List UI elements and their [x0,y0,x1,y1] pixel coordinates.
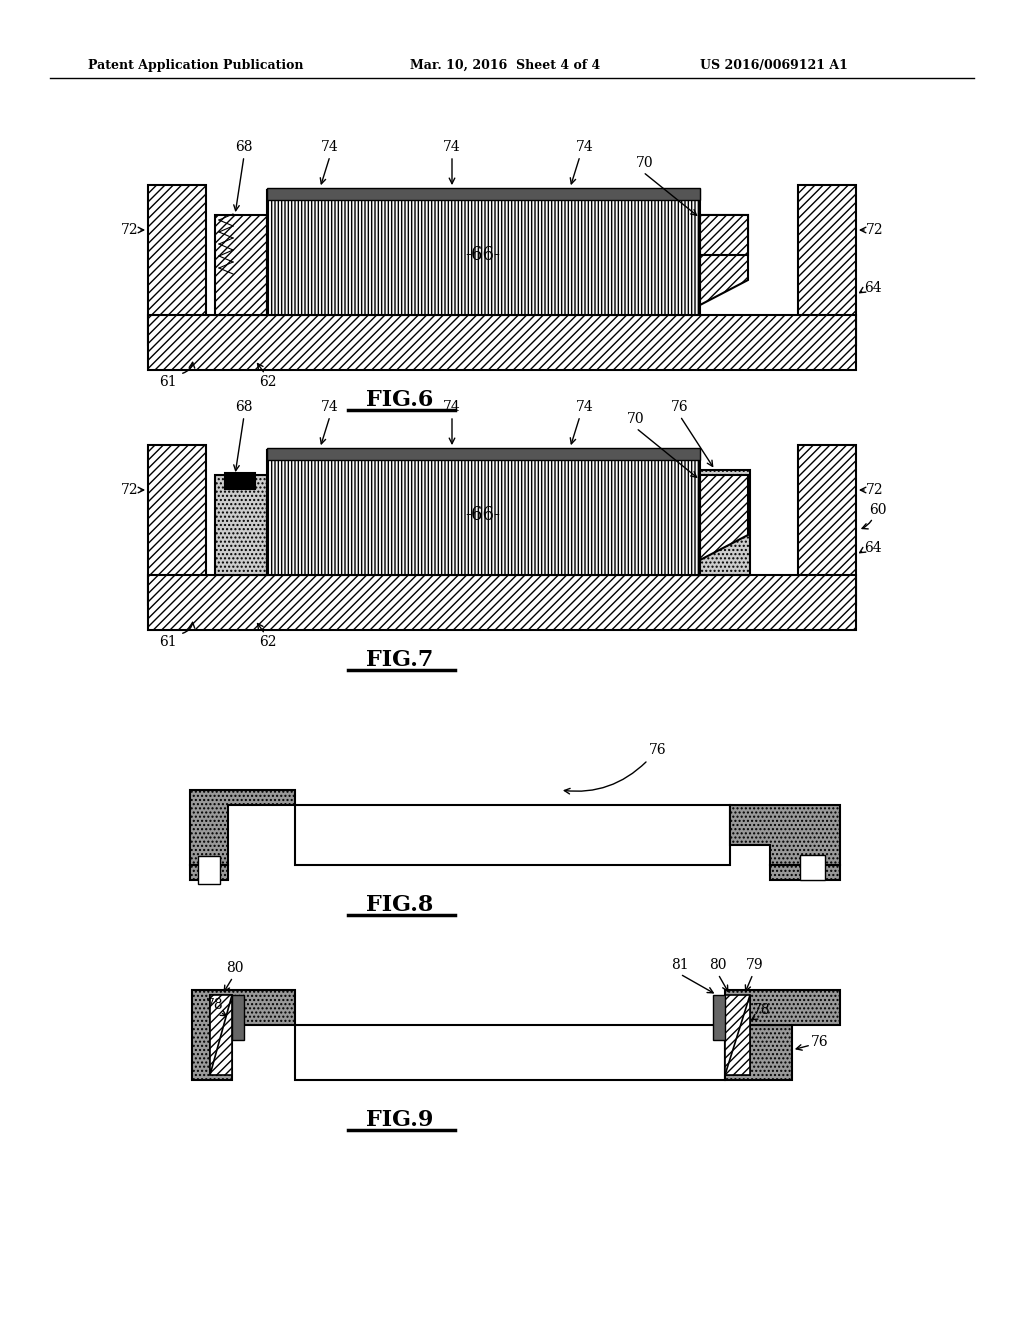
Text: 80: 80 [226,961,244,975]
Polygon shape [700,475,748,560]
Text: 81: 81 [671,958,689,972]
Text: 74: 74 [577,140,594,154]
Text: 70: 70 [636,156,653,170]
Bar [798,445,856,605]
Bar [215,215,267,315]
Text: 72: 72 [121,483,139,498]
Text: 62: 62 [259,635,276,649]
Polygon shape [190,865,228,880]
Text: 74: 74 [322,400,339,414]
Text: FIG.8: FIG.8 [367,894,434,916]
Bar [148,315,856,370]
Text: FIG.7: FIG.7 [367,649,434,671]
Text: US 2016/0069121 A1: US 2016/0069121 A1 [700,58,848,71]
Text: 72: 72 [121,223,139,238]
Polygon shape [193,990,295,1080]
Text: 61: 61 [159,635,177,649]
Polygon shape [725,1026,792,1080]
Text: 72: 72 [866,223,884,238]
Bar [267,187,700,201]
Bar [232,995,244,1040]
Text: 80: 80 [710,958,727,972]
Polygon shape [190,789,295,865]
Text: -66-: -66- [466,246,501,264]
Text: 76: 76 [811,1035,828,1049]
Bar [295,805,730,865]
Bar [690,470,750,576]
Text: 62: 62 [259,375,276,389]
Polygon shape [725,990,840,1026]
Text: 64: 64 [864,541,882,554]
Bar [798,185,856,345]
Text: 78: 78 [754,1003,771,1016]
Text: 79: 79 [746,958,764,972]
Text: 61: 61 [159,375,177,389]
Text: 76: 76 [671,400,689,414]
Polygon shape [725,995,750,1074]
Bar [225,473,255,488]
Bar [267,450,700,576]
Text: 70: 70 [627,412,645,426]
Text: FIG.6: FIG.6 [367,389,434,411]
Text: 78: 78 [206,998,224,1012]
Text: Mar. 10, 2016  Sheet 4 of 4: Mar. 10, 2016 Sheet 4 of 4 [410,58,600,71]
Text: 72: 72 [866,483,884,498]
Bar [295,1026,725,1080]
Polygon shape [725,995,750,1074]
Text: 74: 74 [443,140,461,154]
Bar [215,475,267,576]
Polygon shape [730,805,840,865]
Bar [198,855,220,884]
Polygon shape [770,865,840,880]
Text: 64: 64 [864,281,882,294]
Text: 74: 74 [322,140,339,154]
Text: 68: 68 [236,400,253,414]
Bar [800,855,825,880]
Text: 74: 74 [443,400,461,414]
Bar [148,576,856,630]
Bar [267,447,700,459]
Text: 60: 60 [869,503,887,517]
Text: 76: 76 [649,743,667,756]
Text: 68: 68 [236,140,253,154]
Polygon shape [700,215,748,305]
Bar [713,995,725,1040]
Polygon shape [210,995,232,1074]
Bar [267,190,700,315]
Bar [148,185,206,345]
Text: -66-: -66- [466,506,501,524]
Text: FIG.9: FIG.9 [367,1109,434,1131]
Text: Patent Application Publication: Patent Application Publication [88,58,303,71]
Text: 74: 74 [577,400,594,414]
Polygon shape [210,995,232,1074]
Bar [700,215,748,255]
Bar [148,445,206,605]
